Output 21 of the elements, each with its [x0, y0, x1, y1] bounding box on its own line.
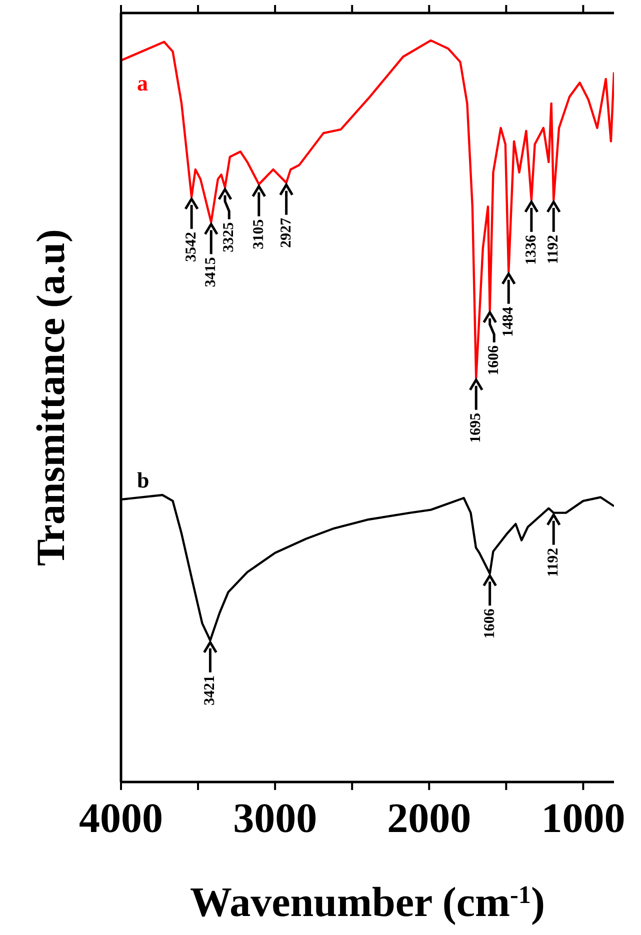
annotation: 1606	[482, 608, 498, 639]
annotation: 3325	[221, 222, 238, 252]
annotation: 1484	[500, 306, 517, 337]
annotation: 2927	[278, 217, 294, 248]
annotation: 1336	[523, 234, 540, 265]
y-axis-title: Transmittance (a.u)	[28, 229, 72, 566]
x-tick-label: 1000	[541, 796, 626, 842]
annotation: 3421	[202, 675, 218, 706]
x-axis-title: Wavenumber (cm$^{-1}$)	[190, 880, 546, 926]
annotation: 1192	[546, 234, 562, 264]
x-tick-label: 3000	[233, 796, 318, 842]
annotation: 1695	[468, 412, 484, 443]
annotation: 3415	[203, 257, 220, 288]
series-label: b	[137, 467, 150, 492]
annotation: 1606	[486, 344, 502, 376]
x-tick-label: 2000	[387, 796, 472, 842]
annotation: 3105	[250, 219, 267, 250]
series-label: a	[137, 70, 148, 96]
annotation: 1192	[546, 548, 562, 577]
x-tick-label: 4000	[79, 796, 163, 842]
annotation: 3542	[184, 232, 200, 262]
